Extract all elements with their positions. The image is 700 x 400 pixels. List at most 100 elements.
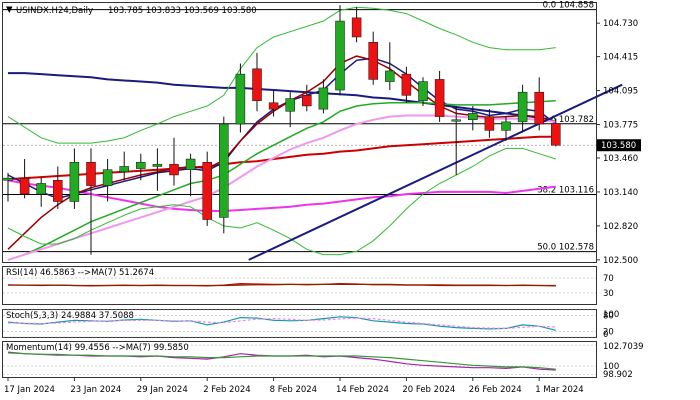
stoch-label: Stoch(5,3,3) 24.9884 37.5088 bbox=[6, 311, 134, 321]
momentum-panel-frame bbox=[2, 341, 597, 378]
time-tick-label: 23 Jan 2024 bbox=[70, 385, 121, 395]
time-tick-label: 14 Feb 2024 bbox=[336, 385, 389, 395]
candle-body bbox=[219, 123, 229, 218]
stoch-tick-label: 100 bbox=[603, 310, 619, 320]
candle bbox=[368, 31, 378, 85]
stoch-line bbox=[7, 317, 556, 330]
candle-body bbox=[534, 91, 544, 125]
candle-body bbox=[53, 180, 63, 202]
time-tick-label: 26 Feb 2024 bbox=[469, 385, 522, 395]
overlay-line bbox=[7, 179, 556, 212]
candle bbox=[484, 109, 495, 138]
price-tick-label: 102.820 bbox=[603, 222, 638, 232]
momentum-line bbox=[7, 352, 556, 370]
time-tick-label: 2 Feb 2024 bbox=[203, 385, 251, 395]
current-price-label: 103.580 bbox=[601, 141, 636, 151]
candle-body bbox=[501, 121, 511, 131]
candle bbox=[551, 118, 561, 147]
candle-body bbox=[302, 95, 312, 107]
price-tick-label: 104.415 bbox=[603, 53, 638, 63]
price-tick-label: 103.140 bbox=[603, 188, 638, 198]
candle-body bbox=[36, 183, 46, 195]
price-tick-label: 103.775 bbox=[603, 121, 638, 131]
candle bbox=[501, 116, 511, 141]
candle bbox=[235, 63, 246, 133]
rsi-line bbox=[8, 283, 556, 287]
candle-body bbox=[285, 98, 295, 112]
current-price-tag bbox=[597, 139, 641, 152]
candle bbox=[468, 105, 478, 131]
overlay-line bbox=[7, 99, 556, 261]
candle bbox=[119, 151, 129, 181]
candle-body bbox=[119, 166, 129, 173]
time-tick-label: 29 Jan 2024 bbox=[137, 385, 188, 395]
moving-averages bbox=[7, 6, 623, 261]
chart-symbol-label: USINDX.H24,Daily bbox=[16, 6, 93, 16]
chart-symbol-icon: ▼ bbox=[6, 5, 13, 15]
candle bbox=[219, 116, 229, 234]
fib-label: 23.6 103.782 bbox=[537, 115, 594, 125]
candle bbox=[252, 52, 262, 112]
fib-label: 50.0 102.578 bbox=[537, 243, 594, 253]
candle bbox=[517, 84, 528, 133]
price-tick-label: 103.460 bbox=[603, 154, 638, 164]
overlay-line bbox=[7, 57, 557, 200]
candle bbox=[534, 77, 544, 131]
rsi-label: RSI(14) 46.5863 -->MA(7) 51.2674 bbox=[6, 268, 154, 278]
candle-body bbox=[268, 102, 279, 110]
candle bbox=[86, 148, 96, 255]
price-tick-label: 104.730 bbox=[603, 19, 638, 29]
overlay-line bbox=[7, 135, 556, 181]
overlay-line bbox=[8, 72, 557, 123]
candle bbox=[451, 105, 461, 175]
candle-body bbox=[468, 113, 478, 121]
candle-body bbox=[136, 161, 146, 169]
price-panel-frame bbox=[2, 2, 597, 263]
candle bbox=[3, 172, 13, 202]
time-tick-label: 8 Feb 2024 bbox=[270, 385, 318, 395]
candle-body bbox=[401, 73, 412, 96]
candle bbox=[102, 159, 113, 202]
candle bbox=[268, 90, 279, 117]
candle-body bbox=[517, 91, 528, 123]
candle bbox=[185, 153, 196, 197]
price-axis: 104.730 104.415 104.095 103.775 103.460 103.1… bbox=[596, 19, 638, 266]
candle-body bbox=[318, 87, 329, 110]
rsi-panel-frame bbox=[2, 266, 597, 305]
candle bbox=[401, 66, 412, 103]
overlay-line bbox=[7, 55, 557, 250]
momentum-tick-label: 100 bbox=[603, 362, 619, 372]
candle-body bbox=[385, 70, 395, 82]
candle-body bbox=[69, 161, 80, 202]
chart-ohlc-label: 103.785 103.833 103.569 103.580 bbox=[108, 6, 257, 16]
time-tick-label: 17 Jan 2024 bbox=[4, 385, 55, 395]
rsi-panel: 70 30 RSI(14) 46.5863 -->MA(7) 51.2674 bbox=[3, 268, 614, 299]
overlay-line bbox=[7, 6, 556, 144]
overlay-line bbox=[7, 114, 556, 261]
time-tick-label: 1 Mar 2024 bbox=[535, 385, 583, 395]
stoch-tick-label: 0 bbox=[603, 330, 608, 340]
candle bbox=[418, 77, 428, 106]
candle-body bbox=[202, 161, 212, 220]
momentum-tick-label: 98.902 bbox=[603, 370, 633, 380]
candle bbox=[152, 148, 163, 191]
overlay-line bbox=[248, 83, 623, 261]
candles bbox=[3, 5, 561, 255]
time-axis: 17 Jan 2024 23 Jan 2024 29 Jan 2024 2 Feb 2… bbox=[4, 377, 584, 395]
candle-body bbox=[551, 123, 561, 146]
candle bbox=[19, 159, 30, 199]
momentum-label: Momentum(14) 99.4556 -->MA(7) 99.5850 bbox=[6, 343, 189, 353]
candle bbox=[302, 84, 312, 112]
candle-body bbox=[335, 20, 345, 91]
stoch-panel-frame bbox=[2, 309, 597, 338]
candle-body bbox=[368, 42, 378, 80]
candle-body bbox=[351, 17, 362, 38]
fib-label: 0.0 104.858 bbox=[543, 1, 594, 11]
fib-levels: 0.0 104.858 23.6 103.782 38.2 103.116 50.0 … bbox=[3, 1, 596, 253]
candle bbox=[69, 148, 80, 209]
stoch-tick-label: 80 bbox=[603, 311, 614, 321]
momentum-tick-label: 102.7039 bbox=[603, 342, 644, 352]
